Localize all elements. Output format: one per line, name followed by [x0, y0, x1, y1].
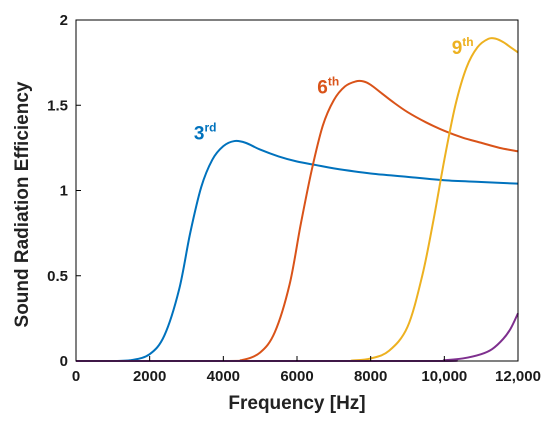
x-tick-label: 4000: [207, 368, 240, 385]
x-tick-label: 2000: [133, 368, 166, 385]
y-tick-label: 1: [60, 183, 68, 200]
series-line-1: [76, 139, 519, 362]
series-label-layer: 3rd 6th 9th: [194, 35, 474, 144]
x-tick-label: 10,000: [421, 368, 467, 385]
series-line-4: [76, 312, 519, 363]
y-tick-label: 0: [60, 353, 68, 370]
x-tick-label: 0: [72, 368, 80, 385]
series-layer: [76, 36, 519, 363]
x-axis-label: Frequency [Hz]: [228, 393, 365, 414]
x-tick-label: 12,000: [495, 368, 541, 385]
y-tick-label: 2: [60, 12, 68, 29]
series-line-2: [76, 79, 519, 363]
y-tick-label: 1.5: [47, 97, 68, 114]
y-axis-label: Sound Radiation Efficiency: [12, 81, 33, 327]
tick-layer: 0 2000 4000 6000 8000 10,000 12,000 0 0.5 1 1.5 2: [47, 12, 541, 385]
series-label-3: 9th: [452, 35, 474, 59]
series-label-2: 6th: [317, 74, 339, 98]
series-line-3: [76, 36, 519, 363]
series-label-1: 3rd: [194, 120, 217, 144]
x-tick-label: 6000: [280, 368, 313, 385]
y-tick-label: 0.5: [47, 268, 68, 285]
x-tick-label: 8000: [354, 368, 387, 385]
plot-frame: [75, 19, 519, 362]
